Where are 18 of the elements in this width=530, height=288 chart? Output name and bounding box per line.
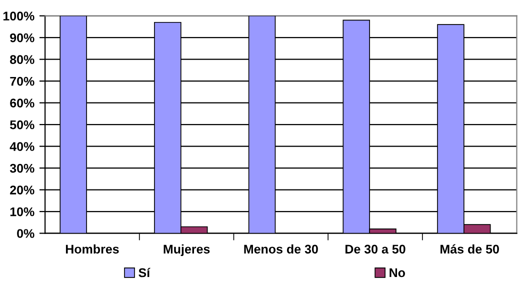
legend-label: No xyxy=(390,268,405,278)
legend-label: Sí xyxy=(138,268,150,278)
y-tick-label: 100% xyxy=(3,12,34,20)
y-tick-label: 30% xyxy=(10,164,34,173)
y-tick-label: 40% xyxy=(10,142,34,151)
y-tick-label: 90% xyxy=(10,33,34,42)
x-tick-label: Hombres xyxy=(66,244,119,254)
y-tick-label: 0% xyxy=(17,229,34,238)
y-tick-label: 20% xyxy=(10,186,34,194)
y-tick-label: 50% xyxy=(10,120,34,130)
x-tick-label: Más de 50 xyxy=(440,244,499,254)
x-tick-label: Mujeres xyxy=(164,244,210,256)
x-tick-label: Menos de 30 xyxy=(244,244,318,254)
x-tick-label: De 30 a 50 xyxy=(346,244,406,254)
y-tick-label: 10% xyxy=(10,207,34,216)
y-tick-label: 60% xyxy=(10,98,34,108)
y-tick-label: 70% xyxy=(10,76,34,86)
y-tick-label: 80% xyxy=(10,55,34,64)
